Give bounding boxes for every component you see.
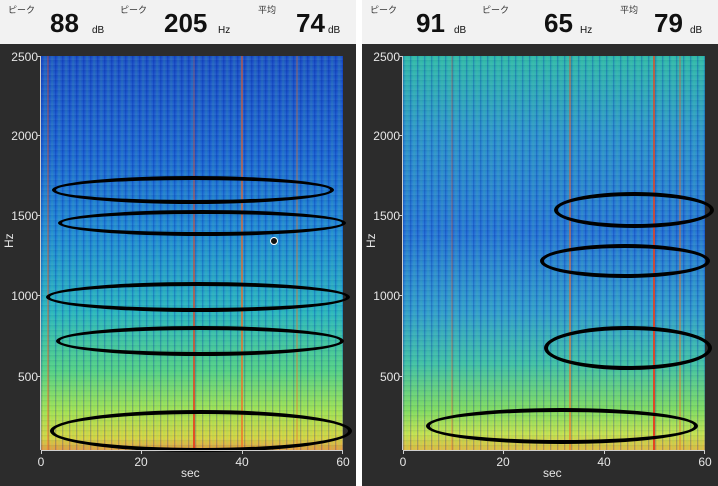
y-tick-label: 500 [379, 370, 400, 384]
y-tick-mark [37, 376, 41, 377]
highlight-ellipse [540, 244, 710, 278]
spectral-streak [296, 56, 298, 450]
cursor-marker[interactable] [270, 237, 278, 245]
x-axis-line [41, 450, 343, 451]
stats-header: ピーク 88 dB ピーク 205 Hz 平均 74 dB [0, 0, 356, 44]
y-tick-label: 2000 [11, 129, 38, 143]
x-tick-mark [403, 450, 404, 454]
x-tick-mark [503, 450, 504, 454]
x-tick-mark [342, 450, 343, 454]
x-axis-line [403, 450, 705, 451]
y-tick-mark [399, 135, 403, 136]
y-tick-label: 2000 [373, 129, 400, 143]
average-stat: 平均 74 dB [256, 0, 352, 44]
peak-hz-stat: ピーク 205 Hz [120, 0, 240, 44]
highlight-ellipse [46, 282, 350, 312]
x-tick-mark [704, 450, 705, 454]
x-axis-title: sec [543, 466, 562, 480]
y-tick-mark [37, 56, 41, 57]
x-tick-label: 40 [597, 455, 611, 469]
highlight-ellipse [56, 326, 344, 356]
x-tick-mark [141, 450, 142, 454]
spectral-streak [451, 56, 453, 450]
spectral-streak [193, 56, 195, 450]
peak-hz-unit: Hz [580, 25, 593, 36]
average-unit: dB [328, 25, 341, 36]
y-tick-mark [37, 295, 41, 296]
peak-db-unit: dB [454, 25, 467, 36]
spectrogram-panel-left: ピーク 88 dB ピーク 205 Hz 平均 74 dB 2500 2000 … [0, 0, 356, 486]
y-tick-label: 1500 [11, 209, 38, 223]
peak-hz-tag: ピーク [120, 5, 148, 15]
x-axis-title: sec [181, 466, 200, 480]
y-axis-title: Hz [2, 233, 16, 248]
y-tick-mark [37, 135, 41, 136]
spectrogram-plot [41, 56, 343, 450]
stats-header: ピーク 91 dB ピーク 65 Hz 平均 79 dB [362, 0, 718, 44]
x-tick-mark [242, 450, 243, 454]
y-axis-line [40, 56, 41, 450]
highlight-ellipse [52, 176, 334, 204]
y-tick-mark [37, 215, 41, 216]
peak-db-stat: ピーク 91 dB [370, 0, 470, 44]
spectrogram-texture [41, 56, 343, 450]
peak-hz-stat: ピーク 65 Hz [482, 0, 602, 44]
y-tick-label: 500 [17, 370, 38, 384]
y-tick-label: 1000 [373, 289, 400, 303]
y-tick-label: 2500 [373, 50, 400, 64]
peak-db-unit: dB [92, 25, 105, 36]
y-tick-mark [399, 295, 403, 296]
peak-db-tag: ピーク [370, 5, 398, 15]
x-tick-label: 60 [336, 455, 350, 469]
peak-db-tag: ピーク [8, 5, 36, 15]
x-tick-label: 20 [134, 455, 148, 469]
spectral-streak [47, 56, 49, 450]
highlight-ellipse [426, 408, 698, 444]
peak-db-value: 91 [416, 8, 445, 38]
peak-db-value: 88 [50, 8, 79, 38]
peak-hz-unit: Hz [218, 25, 231, 36]
x-tick-mark [41, 450, 42, 454]
spectrogram-panel-right: ピーク 91 dB ピーク 65 Hz 平均 79 dB 2500 2000 1… [362, 0, 718, 486]
spectral-streak [241, 56, 243, 450]
peak-hz-value: 65 [544, 8, 573, 38]
x-tick-label: 60 [698, 455, 712, 469]
y-axis-line [402, 56, 403, 450]
peak-db-stat: ピーク 88 dB [8, 0, 108, 44]
x-tick-label: 40 [235, 455, 249, 469]
y-axis-title: Hz [364, 233, 378, 248]
average-stat: 平均 79 dB [618, 0, 714, 44]
y-tick-mark [399, 376, 403, 377]
x-tick-label: 20 [496, 455, 510, 469]
average-value: 79 [654, 8, 683, 38]
y-tick-label: 1500 [373, 209, 400, 223]
y-tick-label: 1000 [11, 289, 38, 303]
x-tick-label: 0 [399, 455, 407, 469]
x-tick-label: 0 [37, 455, 45, 469]
x-tick-mark [604, 450, 605, 454]
average-tag: 平均 [258, 5, 277, 15]
y-tick-mark [399, 56, 403, 57]
peak-hz-tag: ピーク [482, 5, 510, 15]
highlight-ellipse [544, 326, 712, 370]
peak-hz-value: 205 [164, 8, 208, 38]
highlight-ellipse [58, 210, 346, 236]
average-value: 74 [296, 8, 325, 38]
highlight-ellipse [554, 192, 714, 228]
average-tag: 平均 [620, 5, 639, 15]
average-unit: dB [690, 25, 703, 36]
y-tick-mark [399, 215, 403, 216]
y-tick-label: 2500 [11, 50, 38, 64]
highlight-ellipse [50, 410, 352, 452]
